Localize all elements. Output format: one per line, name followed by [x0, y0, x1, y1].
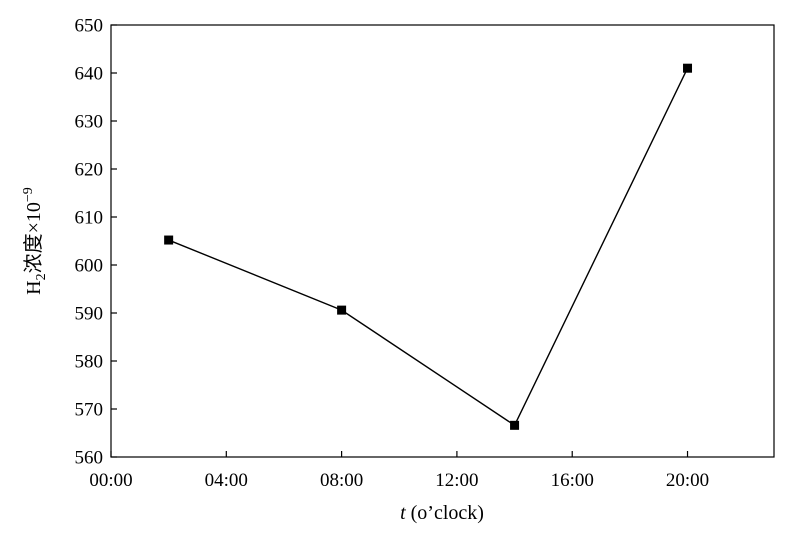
- data-point: [337, 305, 347, 315]
- y-tick-label: 570: [75, 400, 104, 421]
- x-tick-label: 20:00: [666, 470, 709, 491]
- y-tick-label: 600: [75, 256, 104, 277]
- y-tick-label: 640: [75, 64, 104, 85]
- y-tick-label: 620: [75, 160, 104, 181]
- y-tick-label: 560: [75, 448, 104, 469]
- y-axis-title: H2浓度×10−9: [21, 187, 49, 295]
- x-tick-label: 04:00: [205, 470, 248, 491]
- x-tick-label: 00:00: [89, 470, 132, 491]
- x-axis: 00:00 04:00 08:00 12:00 16:00 20:00: [89, 451, 709, 491]
- y-tick-label: 580: [75, 352, 104, 373]
- data-point: [164, 235, 174, 245]
- data-point: [683, 63, 693, 73]
- y-tick-label: 590: [75, 304, 104, 325]
- y-axis: 560 570 580 590 600 610 620 630 640 650: [75, 16, 117, 469]
- x-tick-label: 08:00: [320, 470, 363, 491]
- x-tick-label: 16:00: [551, 470, 594, 491]
- y-tick-label: 650: [75, 16, 104, 37]
- plot-frame: [110, 24, 775, 458]
- series-markers: [164, 63, 693, 430]
- data-point: [510, 420, 520, 430]
- x-axis-title: t (o’clock): [400, 502, 484, 524]
- series-line: [168, 67, 689, 427]
- y-tick-label: 610: [75, 208, 104, 229]
- x-tick-label: 12:00: [435, 470, 478, 491]
- y-tick-label: 630: [75, 112, 104, 133]
